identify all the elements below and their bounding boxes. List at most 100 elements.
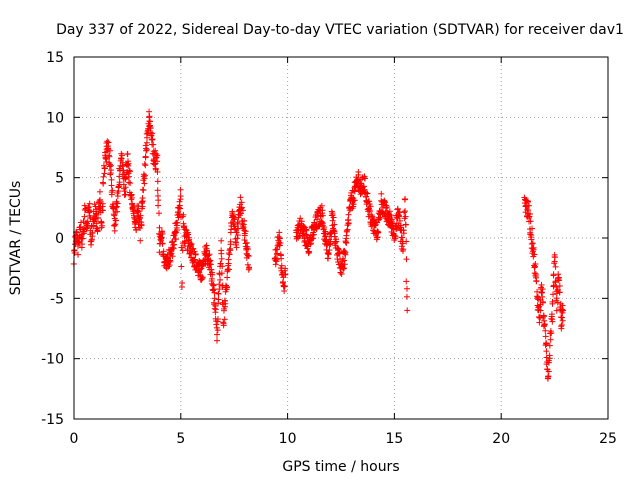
data-point xyxy=(545,359,552,366)
data-point xyxy=(196,269,203,276)
x-axis-label: GPS time / hours xyxy=(282,459,399,475)
data-point xyxy=(207,261,214,268)
data-point xyxy=(221,316,228,323)
data-point xyxy=(158,235,165,242)
data-point xyxy=(191,256,198,263)
data-point xyxy=(326,241,333,248)
data-point xyxy=(330,214,337,221)
data-point xyxy=(400,246,407,253)
data-point xyxy=(218,270,225,277)
data-point xyxy=(329,217,336,224)
data-point xyxy=(539,286,546,293)
data-point xyxy=(114,193,121,200)
data-point xyxy=(142,162,149,169)
data-point xyxy=(322,231,329,238)
x-tick-label: 20 xyxy=(492,431,510,447)
data-point xyxy=(209,271,216,278)
data-point xyxy=(232,241,239,248)
data-point xyxy=(341,265,348,272)
data-point xyxy=(172,236,179,243)
data-point xyxy=(388,216,395,223)
data-point xyxy=(560,307,567,314)
data-point xyxy=(523,197,530,204)
data-point xyxy=(231,216,238,223)
data-point xyxy=(114,208,121,215)
data-point xyxy=(141,180,148,187)
data-point xyxy=(558,325,565,332)
data-point xyxy=(246,265,253,272)
y-tick-label: -10 xyxy=(41,352,64,368)
data-point xyxy=(239,207,246,214)
data-point xyxy=(231,223,238,230)
data-point xyxy=(538,281,545,288)
data-point xyxy=(281,283,288,290)
data-point xyxy=(327,238,334,245)
data-point xyxy=(173,229,180,236)
data-point xyxy=(174,219,181,226)
data-point xyxy=(542,327,549,334)
data-point xyxy=(369,213,376,220)
data-point xyxy=(548,311,555,318)
data-point xyxy=(203,242,210,249)
data-point xyxy=(141,161,148,168)
data-point xyxy=(527,231,534,238)
data-point xyxy=(404,307,411,314)
data-point xyxy=(137,212,144,219)
data-point xyxy=(107,170,114,177)
data-point xyxy=(124,150,131,157)
data-point xyxy=(531,264,538,271)
data-point xyxy=(218,250,225,257)
data-point xyxy=(118,152,125,159)
data-point xyxy=(71,249,78,256)
data-point xyxy=(306,248,313,255)
data-point xyxy=(144,134,151,141)
data-point xyxy=(366,206,373,213)
data-point xyxy=(215,290,222,297)
data-point xyxy=(542,333,549,340)
data-point xyxy=(125,162,132,169)
data-point xyxy=(378,190,385,197)
data-point xyxy=(234,235,241,242)
data-point xyxy=(242,228,249,235)
data-point xyxy=(529,225,536,232)
data-point xyxy=(137,237,144,244)
x-tick-label: 15 xyxy=(385,431,403,447)
data-point xyxy=(149,136,156,143)
data-point xyxy=(107,171,114,178)
data-point xyxy=(538,289,545,296)
data-point xyxy=(225,266,232,273)
y-tick-label: -15 xyxy=(41,412,64,428)
data-point xyxy=(301,239,308,246)
data-point xyxy=(142,172,149,179)
data-point xyxy=(77,219,84,226)
data-point xyxy=(93,211,100,218)
data-point xyxy=(134,207,141,214)
data-point xyxy=(273,256,280,263)
grid xyxy=(74,57,608,419)
data-point xyxy=(85,204,92,211)
data-point xyxy=(400,227,407,234)
chart-title: Day 337 of 2022, Sidereal Day-to-day VTE… xyxy=(56,22,624,38)
data-point xyxy=(276,235,283,242)
data-point xyxy=(558,314,565,321)
data-point xyxy=(178,244,185,251)
data-point xyxy=(546,355,553,362)
data-point xyxy=(105,139,112,146)
data-point xyxy=(344,226,351,233)
data-point xyxy=(321,224,328,231)
data-point xyxy=(534,295,541,302)
data-point xyxy=(126,173,133,180)
data-point xyxy=(215,296,222,303)
data-point xyxy=(234,232,241,239)
data-point xyxy=(192,251,199,258)
data-point xyxy=(169,253,176,260)
data-point xyxy=(177,193,184,200)
data-point xyxy=(278,255,285,262)
data-point xyxy=(80,230,87,237)
data-point xyxy=(140,187,147,194)
data-point xyxy=(139,203,146,210)
data-point xyxy=(233,244,240,251)
data-point xyxy=(180,211,187,218)
data-point xyxy=(155,197,162,204)
data-point xyxy=(319,220,326,227)
